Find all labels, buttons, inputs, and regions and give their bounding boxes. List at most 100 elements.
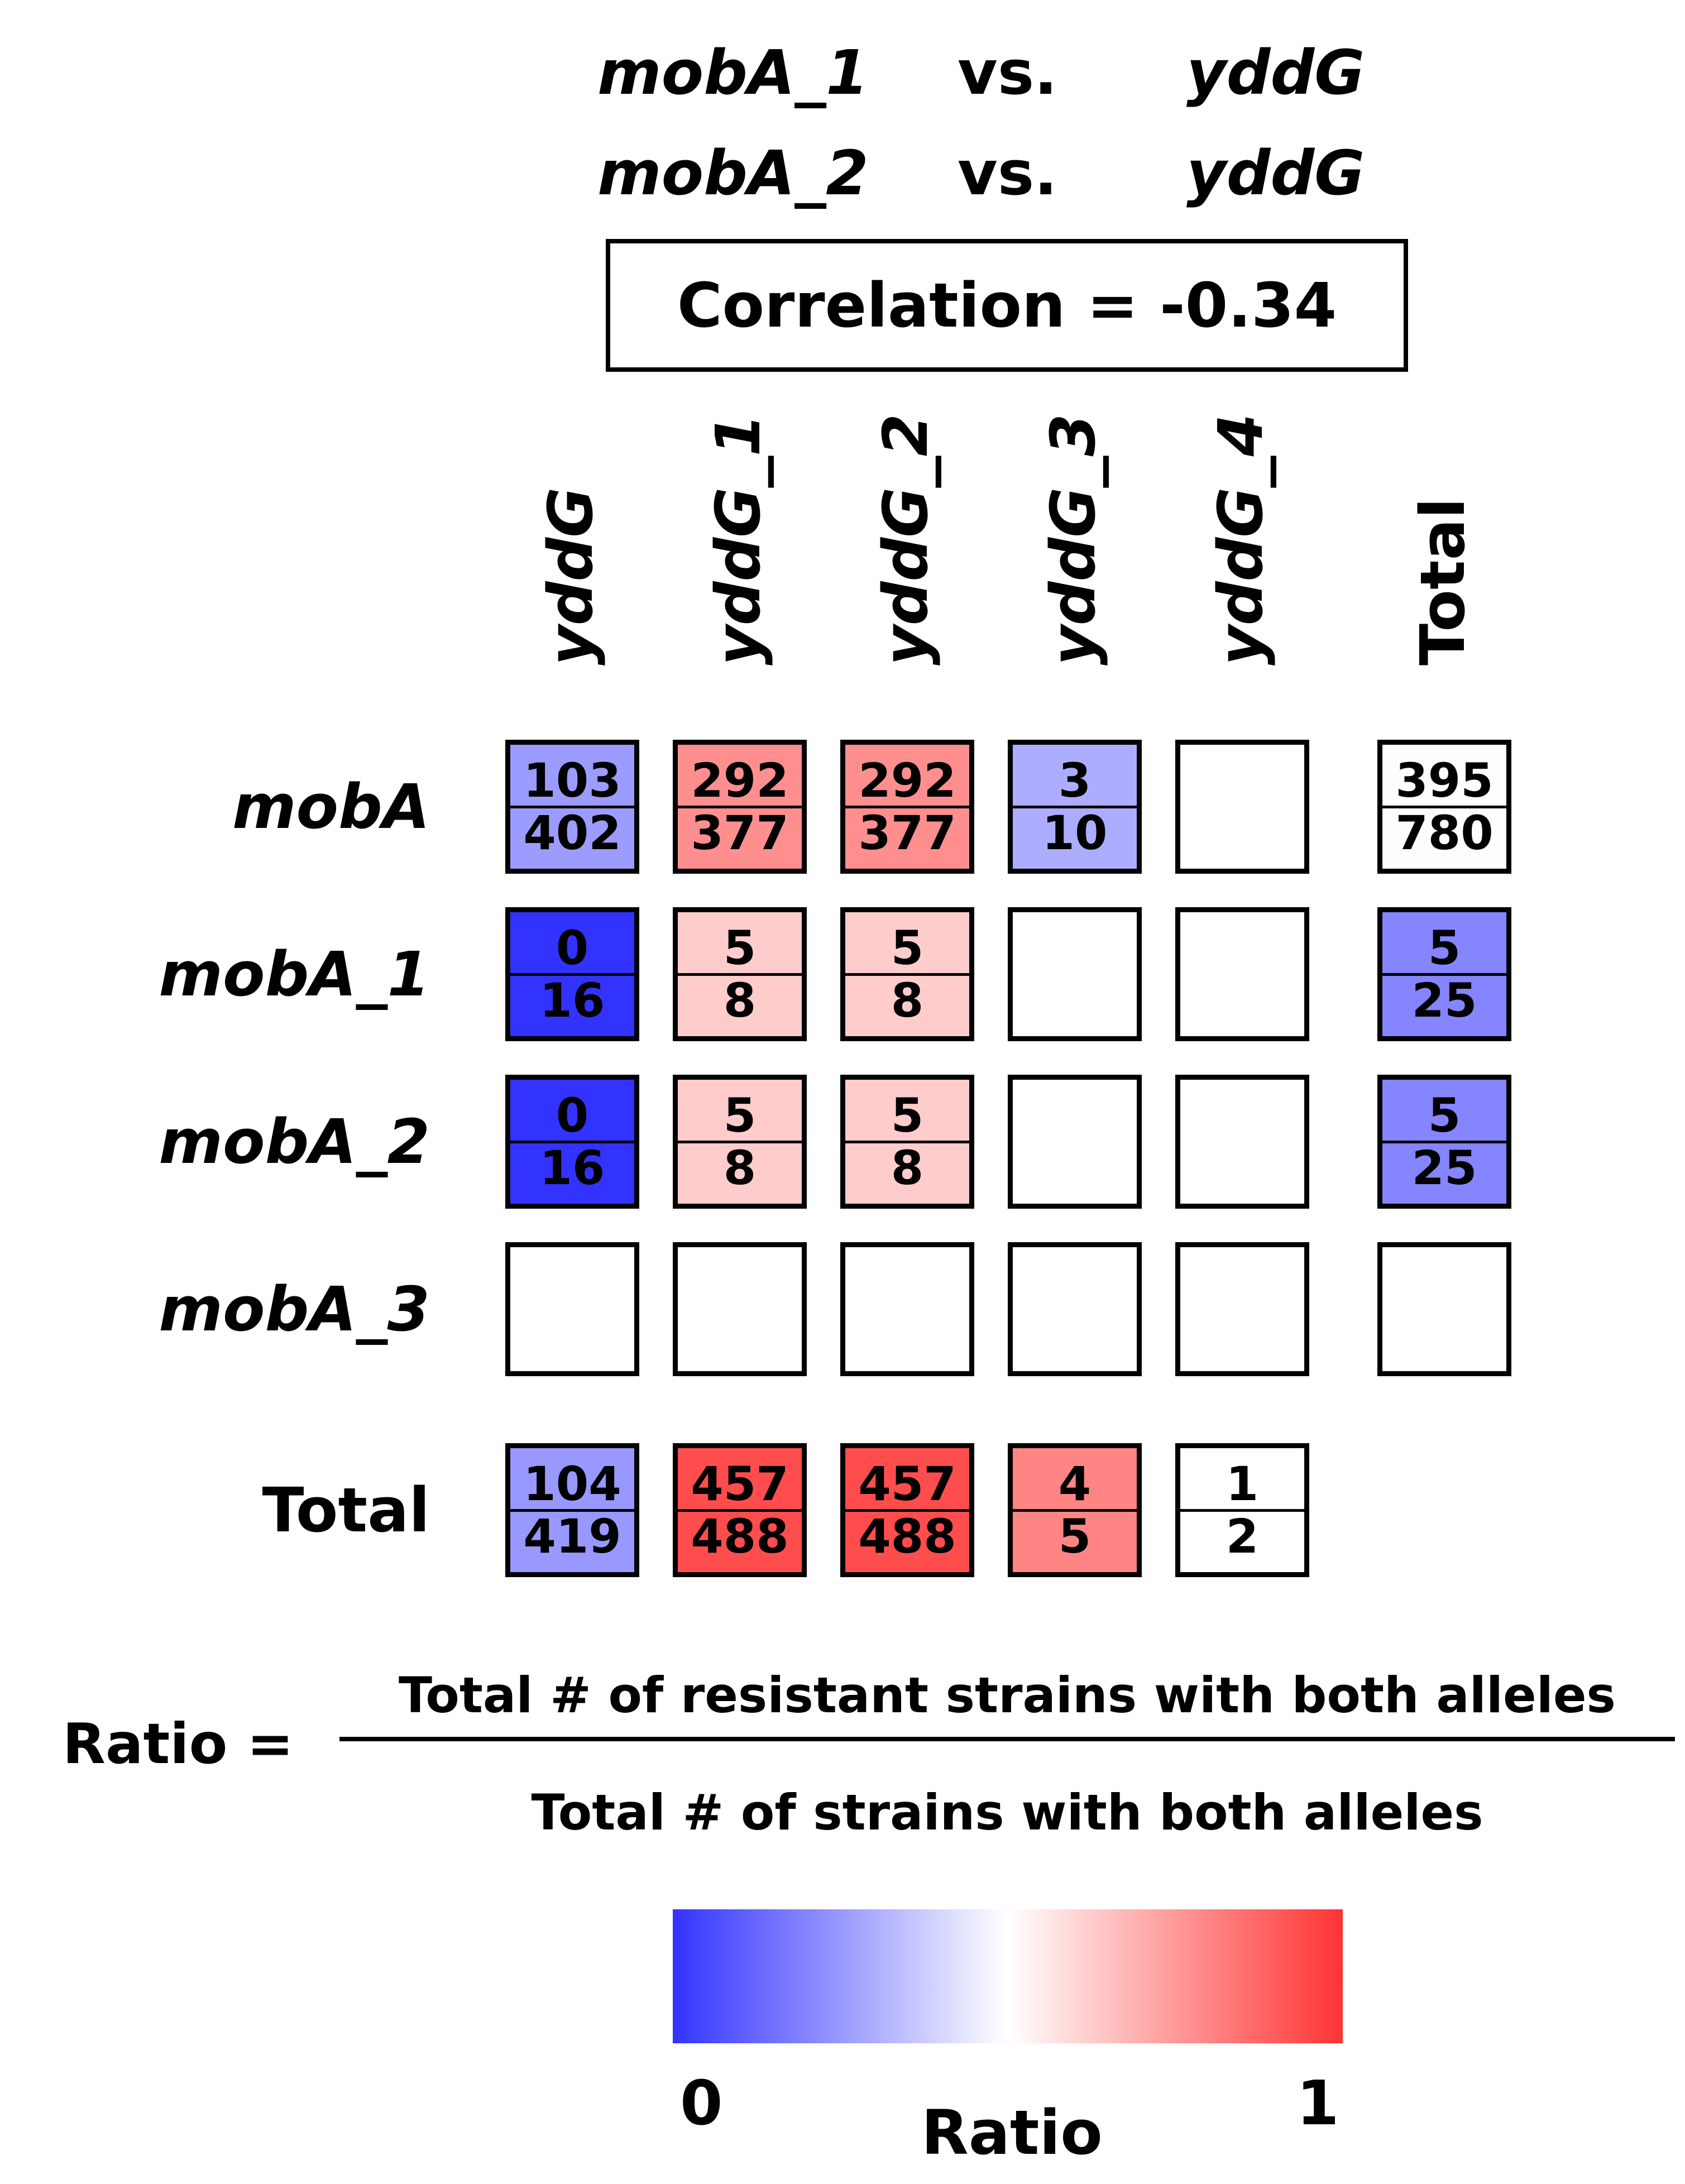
cell-denominator: 16: [539, 1141, 605, 1195]
column-header-total: Total: [1407, 497, 1478, 665]
cell-numerator: 0: [556, 1088, 589, 1143]
total-row-cell: 457 488: [840, 1443, 974, 1577]
cell-divider: [678, 973, 802, 976]
heatmap-cell: [673, 1242, 807, 1376]
heatmap-cell: [1175, 1242, 1309, 1376]
cell-denominator: 10: [1042, 806, 1108, 860]
cell-denominator: 419: [523, 1509, 621, 1564]
row-label-total: Total: [262, 1474, 430, 1546]
cell-numerator: 457: [691, 1457, 789, 1511]
heatmap-cell: [1008, 1242, 1142, 1376]
colorbar: [673, 1909, 1343, 2043]
cell-divider: [1382, 1141, 1506, 1143]
row-label-moba: mobA: [232, 771, 430, 842]
column-header-yddg: yddG: [535, 487, 606, 665]
comparison-1-right: yddG: [1186, 37, 1365, 108]
correlation-text: Correlation = -0.34: [677, 270, 1337, 341]
comparison-1-left: mobA_1: [597, 37, 869, 108]
row-label-moba-3: mobA_3: [159, 1273, 430, 1345]
cell-denominator: 780: [1395, 806, 1493, 860]
cell-divider: [678, 806, 802, 808]
heatmap-cell: 103 402: [505, 740, 639, 874]
cell-divider: [1382, 973, 1506, 976]
cell-numerator: 4: [1058, 1457, 1092, 1511]
cell-numerator: 103: [523, 753, 621, 808]
heatmap-cell: 292 377: [673, 740, 807, 874]
cell-numerator: 5: [1428, 1088, 1461, 1143]
heatmap-cell: 0 16: [505, 907, 639, 1041]
comparison-2-vs: vs.: [958, 137, 1057, 209]
cell-divider: [1013, 1509, 1137, 1512]
cell-divider: [845, 806, 969, 808]
cell-denominator: 8: [723, 1141, 757, 1195]
heatmap-cell: [1175, 1075, 1309, 1209]
ratio-numerator: Total # of resistant strains with both a…: [399, 1666, 1616, 1724]
ratio-denominator: Total # of strains with both alleles: [531, 1784, 1483, 1841]
colorbar-max-label: 1: [1296, 2067, 1339, 2139]
cell-divider: [510, 806, 634, 808]
total-row-cell: 104 419: [505, 1443, 639, 1577]
ratio-formula-lhs: Ratio =: [63, 1711, 294, 1776]
cell-divider: [1180, 1509, 1304, 1512]
heatmap-cell: 5 25: [1377, 907, 1511, 1041]
cell-numerator: 457: [858, 1457, 956, 1511]
column-header-yddg-2: yddG_2: [870, 413, 941, 665]
cell-numerator: 5: [723, 1088, 757, 1143]
heatmap-cell: 3 10: [1008, 740, 1142, 874]
fraction-line: [339, 1737, 1675, 1741]
column-header-yddg-4: yddG_4: [1205, 413, 1276, 665]
heatmap-cell: 0 16: [505, 1075, 639, 1209]
cell-numerator: 0: [556, 921, 589, 975]
row-label-moba-2: mobA_2: [159, 1106, 430, 1177]
cell-divider: [510, 973, 634, 976]
cell-denominator: 25: [1411, 1141, 1477, 1195]
cell-denominator: 2: [1226, 1509, 1259, 1564]
cell-numerator: 292: [858, 753, 956, 808]
cell-divider: [1382, 806, 1506, 808]
cell-denominator: 8: [891, 1141, 924, 1195]
heatmap-cell: 5 25: [1377, 1075, 1511, 1209]
comparison-1-vs: vs.: [958, 37, 1057, 108]
cell-divider: [678, 1141, 802, 1143]
cell-denominator: 488: [858, 1509, 956, 1564]
heatmap-cell: 292 377: [840, 740, 974, 874]
cell-divider: [845, 1509, 969, 1512]
heatmap-cell: [1175, 907, 1309, 1041]
column-header-yddg-1: yddG_1: [702, 413, 774, 665]
row-label-moba-1: mobA_1: [159, 938, 430, 1010]
cell-denominator: 5: [1058, 1509, 1092, 1564]
correlation-box: Correlation = -0.34: [606, 239, 1408, 372]
cell-denominator: 488: [691, 1509, 789, 1564]
cell-divider: [510, 1141, 634, 1143]
cell-numerator: 1: [1226, 1457, 1259, 1511]
cell-numerator: 395: [1395, 753, 1493, 808]
column-header-yddg-3: yddG_3: [1037, 413, 1109, 665]
cell-divider: [1013, 806, 1137, 808]
cell-numerator: 3: [1058, 753, 1092, 808]
cell-numerator: 5: [723, 921, 757, 975]
cell-numerator: 5: [891, 1088, 924, 1143]
cell-denominator: 8: [891, 973, 924, 1028]
cell-denominator: 25: [1411, 973, 1477, 1028]
cell-denominator: 16: [539, 973, 605, 1028]
colorbar-title: Ratio: [921, 2097, 1103, 2168]
cell-denominator: 377: [691, 806, 789, 860]
heatmap-cell: [1008, 1075, 1142, 1209]
cell-divider: [678, 1509, 802, 1512]
colorbar-min-label: 0: [680, 2067, 723, 2139]
heatmap-cell: [840, 1242, 974, 1376]
cell-numerator: 5: [1428, 921, 1461, 975]
comparison-2-right: yddG: [1186, 137, 1365, 209]
cell-denominator: 402: [523, 806, 621, 860]
cell-numerator: 5: [891, 921, 924, 975]
comparison-2-left: mobA_2: [597, 137, 869, 209]
cell-divider: [510, 1509, 634, 1512]
heatmap-cell: [1008, 907, 1142, 1041]
total-row-cell: 457 488: [673, 1443, 807, 1577]
